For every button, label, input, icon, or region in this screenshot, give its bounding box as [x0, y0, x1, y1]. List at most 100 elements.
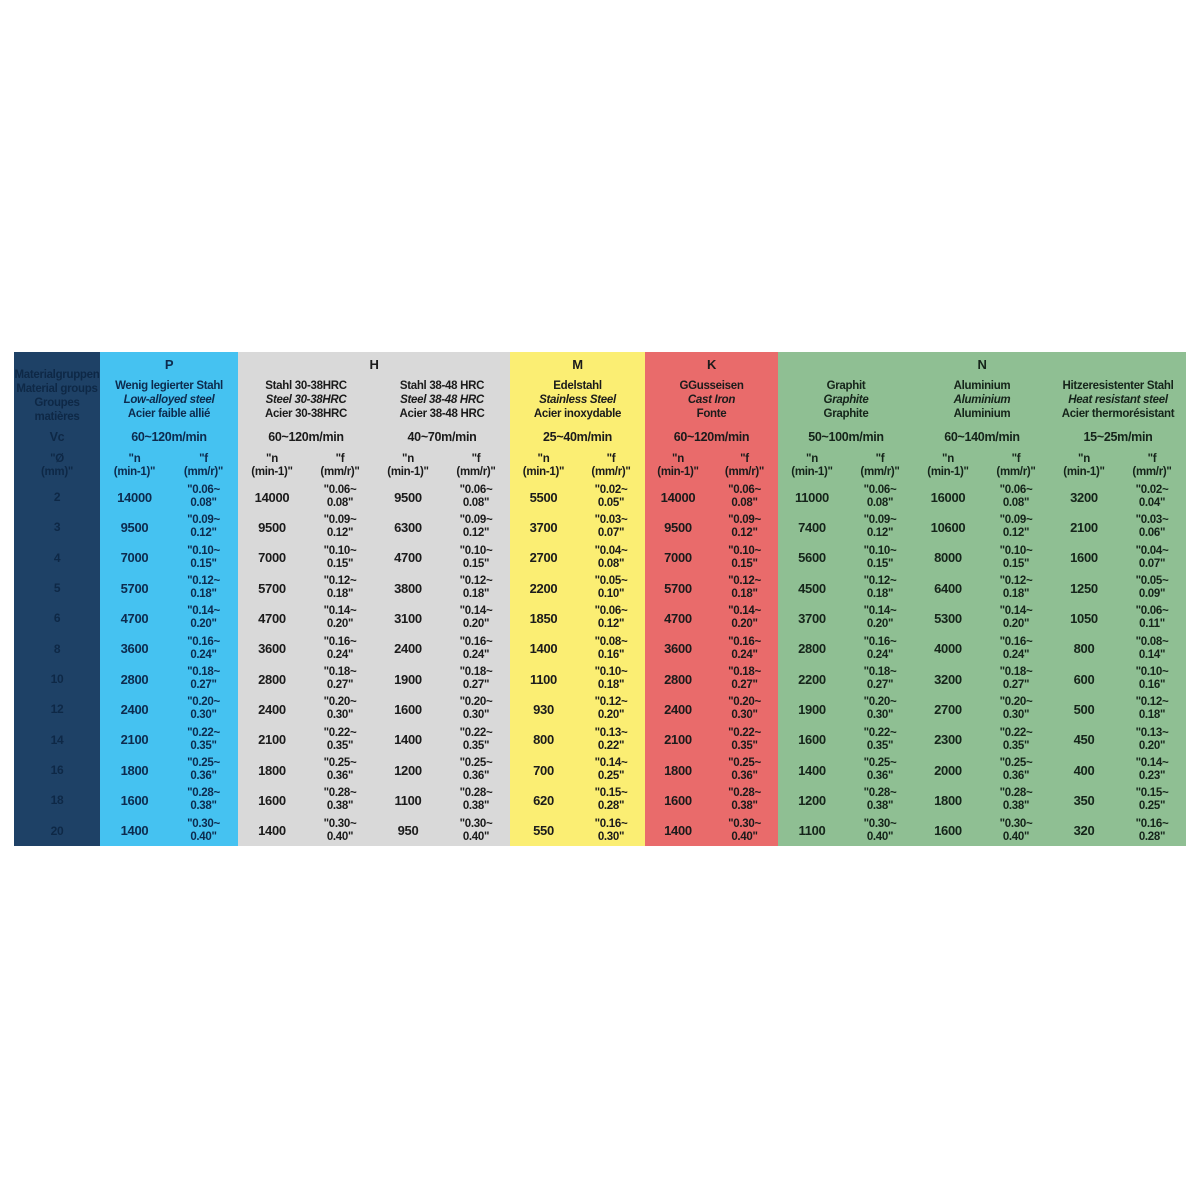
speeds-feeds-table: Materialgruppen Material groups Groupes ma…: [14, 352, 1186, 846]
material-name: Hitzeresistenter Stahl Heat resistant ste…: [1050, 376, 1186, 424]
spindle-speed-value: 1200: [374, 754, 442, 786]
material-name: Graphit Graphite Graphite: [778, 376, 914, 424]
spindle-speed-value: 3200: [1050, 482, 1118, 513]
feed-value: "0.03~ 0.06": [1118, 512, 1186, 543]
feed-value: "0.28~ 0.38": [169, 785, 238, 816]
feed-value: "0.13~ 0.22": [577, 724, 645, 755]
spindle-speed-value: 5700: [238, 572, 306, 604]
diameter-value: 20: [14, 815, 100, 846]
feed-value: "0.09~ 0.12": [442, 512, 510, 543]
material-name-line: Heat resistant steel: [1068, 394, 1168, 406]
feed-value: "0.14~ 0.20": [306, 603, 374, 634]
spindle-speed-value: 700: [510, 754, 577, 786]
feed-value: "0.16~ 0.24": [306, 633, 374, 664]
spindle-speed-value: 1400: [100, 815, 169, 846]
spindle-speed-value: 4700: [374, 542, 442, 573]
material-name-line: Fonte: [696, 408, 727, 420]
spindle-speed-value: 3600: [238, 633, 306, 664]
spindle-speed-value: 2400: [374, 633, 442, 664]
spindle-speed-value: 1600: [238, 785, 306, 816]
diameter-value: 3: [14, 512, 100, 543]
feed-value: "0.12~ 0.18": [306, 572, 374, 604]
feed-value: "0.22~ 0.35": [846, 724, 914, 755]
spindle-speed-value: 14000: [100, 482, 169, 513]
material-name: Stahl 30-38HRC Steel 30-38HRC Acier 30-38H…: [238, 376, 374, 424]
feed-value: "0.09~ 0.12": [846, 512, 914, 543]
spindle-speed-value: 10600: [914, 512, 982, 543]
spindle-speed-value: 9500: [100, 512, 169, 543]
material-name-line: Acier inoxydable: [533, 408, 622, 420]
feed-value: "0.30~ 0.40": [711, 815, 778, 846]
feed-value: "0.12~ 0.18": [846, 572, 914, 604]
feed-value: "0.12~ 0.18": [711, 572, 778, 604]
n-header: "n (min-1)": [1050, 450, 1118, 482]
feed-value: "0.20~ 0.30": [442, 694, 510, 725]
f-header: "f (mm/r)": [846, 450, 914, 482]
spindle-speed-value: 7400: [778, 512, 846, 543]
material-name: Aluminium Aluminium Aluminium: [914, 376, 1050, 424]
material-name-line: Acier 38-48 HRC: [399, 408, 485, 420]
feed-value: "0.15~ 0.25": [1118, 785, 1186, 816]
n-header: "n (min-1)": [778, 450, 846, 482]
spindle-speed-value: 7000: [100, 542, 169, 573]
spindle-speed-value: 450: [1050, 724, 1118, 755]
feed-value: "0.16~ 0.24": [442, 633, 510, 664]
spindle-speed-value: 7000: [645, 542, 711, 573]
spindle-speed-value: 600: [1050, 663, 1118, 695]
n-header: "n (min-1)": [510, 450, 577, 482]
spindle-speed-value: 1900: [374, 663, 442, 695]
feed-value: "0.10~ 0.15": [711, 542, 778, 573]
feed-value: "0.12~ 0.18": [169, 572, 238, 604]
feed-value: "0.16~ 0.24": [711, 633, 778, 664]
spindle-speed-value: 2100: [238, 724, 306, 755]
feed-value: "0.22~ 0.35": [169, 724, 238, 755]
spindle-speed-value: 11000: [778, 482, 846, 513]
feed-value: "0.28~ 0.38": [442, 785, 510, 816]
spindle-speed-value: 9500: [645, 512, 711, 543]
cutting-speed: 60~140m/min: [914, 424, 1050, 450]
cutting-speed: 15~25m/min: [1050, 424, 1186, 450]
feed-value: "0.25~ 0.36": [306, 754, 374, 786]
feed-value: "0.30~ 0.40": [169, 815, 238, 846]
spindle-speed-value: 2400: [645, 694, 711, 725]
spindle-speed-value: 2700: [914, 694, 982, 725]
feed-value: "0.14~ 0.20": [846, 603, 914, 634]
spindle-speed-value: 1800: [100, 754, 169, 786]
feed-value: "0.15~ 0.28": [577, 785, 645, 816]
feed-value: "0.30~ 0.40": [846, 815, 914, 846]
f-header: "f (mm/r)": [169, 450, 238, 482]
cutting-speed: 25~40m/min: [510, 424, 645, 450]
spindle-speed-value: 5500: [510, 482, 577, 513]
spindle-speed-value: 16000: [914, 482, 982, 513]
material-name-line: Aluminium: [953, 408, 1011, 420]
feed-value: "0.09~ 0.12": [306, 512, 374, 543]
spindle-speed-value: 2800: [238, 663, 306, 695]
feed-value: "0.18~ 0.27": [306, 663, 374, 695]
feed-value: "0.06~ 0.11": [1118, 603, 1186, 634]
material-name-line: Graphite: [823, 408, 869, 420]
spindle-speed-value: 2700: [510, 542, 577, 573]
spindle-speed-value: 3100: [374, 603, 442, 634]
material-name: Edelstahl Stainless Steel Acier inoxydable: [510, 376, 645, 424]
spindle-speed-value: 9500: [374, 482, 442, 513]
feed-value: "0.25~ 0.36": [169, 754, 238, 786]
spindle-speed-value: 1900: [778, 694, 846, 725]
spindle-speed-value: 2000: [914, 754, 982, 786]
feed-value: "0.30~ 0.40": [982, 815, 1050, 846]
feed-value: "0.10~ 0.15": [982, 542, 1050, 573]
spindle-speed-value: 1050: [1050, 603, 1118, 634]
feed-value: "0.14~ 0.20": [982, 603, 1050, 634]
feed-value: "0.14~ 0.25": [577, 754, 645, 786]
diameter-value: 5: [14, 572, 100, 604]
material-name-line: Aluminium: [953, 394, 1011, 406]
feed-value: "0.06~ 0.08": [442, 482, 510, 513]
spindle-speed-value: 6300: [374, 512, 442, 543]
feed-value: "0.18~ 0.27": [711, 663, 778, 695]
feed-value: "0.09~ 0.12": [169, 512, 238, 543]
feed-value: "0.28~ 0.38": [982, 785, 1050, 816]
material-name-line: Low-alloyed steel: [123, 394, 215, 406]
feed-value: "0.14~ 0.20": [711, 603, 778, 634]
feed-value: "0.25~ 0.36": [846, 754, 914, 786]
material-name-line: Acier 30-38HRC: [264, 408, 348, 420]
